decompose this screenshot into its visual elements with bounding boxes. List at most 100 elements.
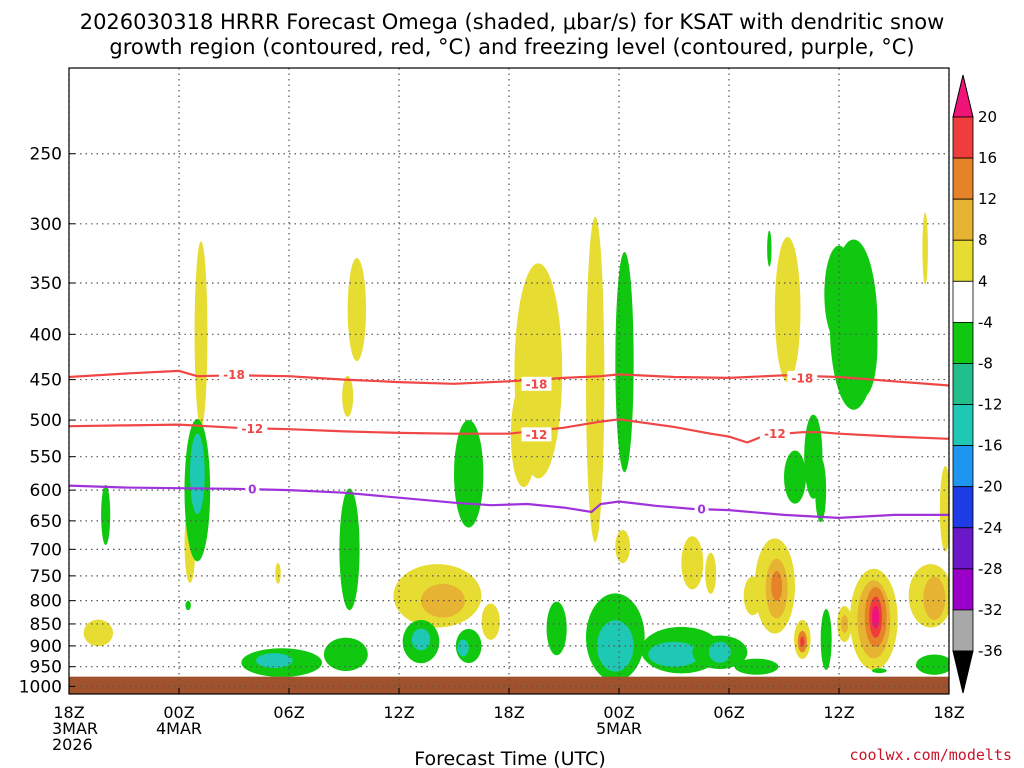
omega-cell-7 bbox=[256, 653, 293, 668]
contour-label--18: -18 bbox=[223, 368, 245, 382]
contour--18-line bbox=[69, 369, 949, 387]
x-tick-label-30-0: 00Z bbox=[603, 703, 634, 722]
omega-cell-48 bbox=[815, 458, 827, 523]
colorbar-bottom-triangle bbox=[952, 650, 974, 694]
contour-label--12: -12 bbox=[241, 422, 263, 436]
colorbar-swatch-2 bbox=[952, 198, 974, 241]
omega-cell-61 bbox=[922, 212, 928, 285]
colorbar-label-8: 8 bbox=[978, 231, 988, 249]
omega-cell-9 bbox=[275, 562, 281, 584]
x-tick-label-48-0: 18Z bbox=[933, 703, 964, 722]
omega-cell-40 bbox=[771, 570, 783, 601]
grid-lines bbox=[68, 68, 950, 694]
colorbar-label-12: 12 bbox=[978, 190, 997, 208]
contour-label-bg bbox=[787, 370, 818, 385]
x-tick-label-12-0: 06Z bbox=[273, 703, 304, 722]
colorbar-swatch-8 bbox=[952, 445, 974, 488]
colorbar-swatch-12 bbox=[952, 609, 974, 652]
colorbar-label--4: -4 bbox=[978, 313, 993, 331]
contour-label-bg bbox=[245, 481, 260, 496]
omega-cell-36 bbox=[705, 552, 717, 594]
x-tick-label-0-2: 2026 bbox=[52, 735, 93, 754]
contour-label-0: 0 bbox=[697, 502, 705, 516]
omega-cell-60 bbox=[872, 668, 887, 674]
omega-cell-59 bbox=[872, 605, 880, 629]
colorbar-label--32: -32 bbox=[978, 601, 1003, 619]
omega-cell-46 bbox=[784, 450, 806, 504]
omega-cell-64 bbox=[939, 466, 949, 552]
omega-cell-2 bbox=[101, 484, 111, 545]
omega-cell-51 bbox=[800, 636, 805, 647]
x-tick-label-6-0: 00Z bbox=[163, 703, 194, 722]
temperature-contours-layer: -18 -18 -18 -12 -12 -12 0 0 bbox=[69, 367, 949, 520]
y-tick-label-650: 650 bbox=[30, 512, 62, 532]
omega-cell-17 bbox=[411, 628, 431, 651]
chart-title-line-2: growth region (contoured, red, °C) and f… bbox=[109, 35, 914, 59]
omega-cell-42 bbox=[767, 230, 772, 267]
y-tick-label-700: 700 bbox=[30, 540, 62, 560]
colorbar-top-triangle bbox=[952, 74, 974, 118]
contour-label-0: 0 bbox=[248, 482, 256, 496]
colorbar-label--16: -16 bbox=[978, 437, 1003, 455]
omega-cell-5 bbox=[190, 433, 205, 515]
omega-cell-21 bbox=[454, 419, 484, 528]
omega-cell-33 bbox=[708, 641, 731, 663]
colorbar-swatch-1 bbox=[952, 157, 974, 200]
omega-shading-layer bbox=[83, 212, 949, 682]
omega-cell-26 bbox=[615, 529, 631, 564]
colorbar-label--8: -8 bbox=[978, 354, 993, 372]
colorbar-swatch-11 bbox=[952, 568, 974, 611]
chart-title-line-1: 2026030318 HRRR Forecast Omega (shaded, … bbox=[80, 10, 945, 34]
colorbar-label-20: 20 bbox=[978, 108, 997, 126]
colorbar-swatch-4 bbox=[952, 280, 974, 323]
omega-cell-31 bbox=[648, 641, 700, 667]
omega-cell-13 bbox=[323, 637, 368, 672]
contour-label-bg bbox=[219, 367, 249, 382]
omega-cell-65 bbox=[916, 654, 949, 675]
omega-cell-41 bbox=[774, 236, 801, 383]
contour-label-bg bbox=[521, 376, 552, 391]
colorbar-swatch-6 bbox=[952, 363, 974, 405]
y-tick-label-250: 250 bbox=[30, 145, 62, 165]
contour-label-bg bbox=[521, 427, 552, 442]
omega-colorbar: 20 16 12 8 4 -4 -8 -12 -16 -20 -24 -28 -32 -36 bbox=[952, 74, 1003, 694]
omega-cell-35 bbox=[681, 536, 704, 590]
y-tick-label-750: 750 bbox=[30, 567, 62, 587]
omega-cell-10 bbox=[347, 257, 367, 362]
colorbar-swatch-0 bbox=[952, 116, 974, 159]
omega-cell-45 bbox=[851, 291, 878, 396]
x-tick-label-18-0: 12Z bbox=[383, 703, 414, 722]
colorbar-label--20: -20 bbox=[978, 478, 1003, 496]
omega-cell-25 bbox=[615, 251, 634, 473]
omega-cell-11 bbox=[342, 375, 354, 417]
omega-cell-8 bbox=[185, 600, 191, 611]
x-axis-label: Forecast Time (UTC) bbox=[414, 748, 605, 768]
y-tick-label-300: 300 bbox=[30, 215, 62, 235]
colorbar-label-16: 16 bbox=[978, 149, 997, 167]
x-tick-label-6-1: 4MAR bbox=[156, 719, 202, 738]
x-tick-label-42-0: 12Z bbox=[823, 703, 854, 722]
colorbar-swatch-5 bbox=[952, 321, 974, 364]
y-tick-label-900: 900 bbox=[30, 637, 62, 657]
colorbar-label--24: -24 bbox=[978, 519, 1003, 537]
y-tick-label-400: 400 bbox=[30, 325, 62, 345]
omega-cell-24 bbox=[586, 216, 605, 543]
omega-cell-29 bbox=[597, 620, 634, 672]
omega-cell-1 bbox=[83, 619, 114, 647]
omega-cell-27 bbox=[546, 601, 567, 656]
contour-label--18: -18 bbox=[526, 377, 548, 391]
credit-link[interactable]: coolwx.com/modelts bbox=[849, 746, 1012, 764]
colorbar-label--28: -28 bbox=[978, 560, 1003, 578]
x-tick-label-0-1: 3MAR bbox=[52, 719, 98, 738]
colorbar-swatch-7 bbox=[952, 404, 974, 447]
contour-label-bg bbox=[759, 426, 790, 441]
contour-label-bg bbox=[694, 501, 709, 516]
contour-label--18: -18 bbox=[791, 371, 813, 385]
colorbar-label-4: 4 bbox=[978, 272, 988, 290]
omega-cell-52 bbox=[820, 608, 832, 670]
pressure-axis: 2503003504004505005506006507007508008509… bbox=[19, 145, 75, 697]
colorbar-label--36: -36 bbox=[978, 642, 1003, 660]
y-tick-label-850: 850 bbox=[30, 615, 62, 635]
y-tick-label-600: 600 bbox=[30, 481, 62, 501]
omega-cell-20 bbox=[481, 603, 500, 640]
